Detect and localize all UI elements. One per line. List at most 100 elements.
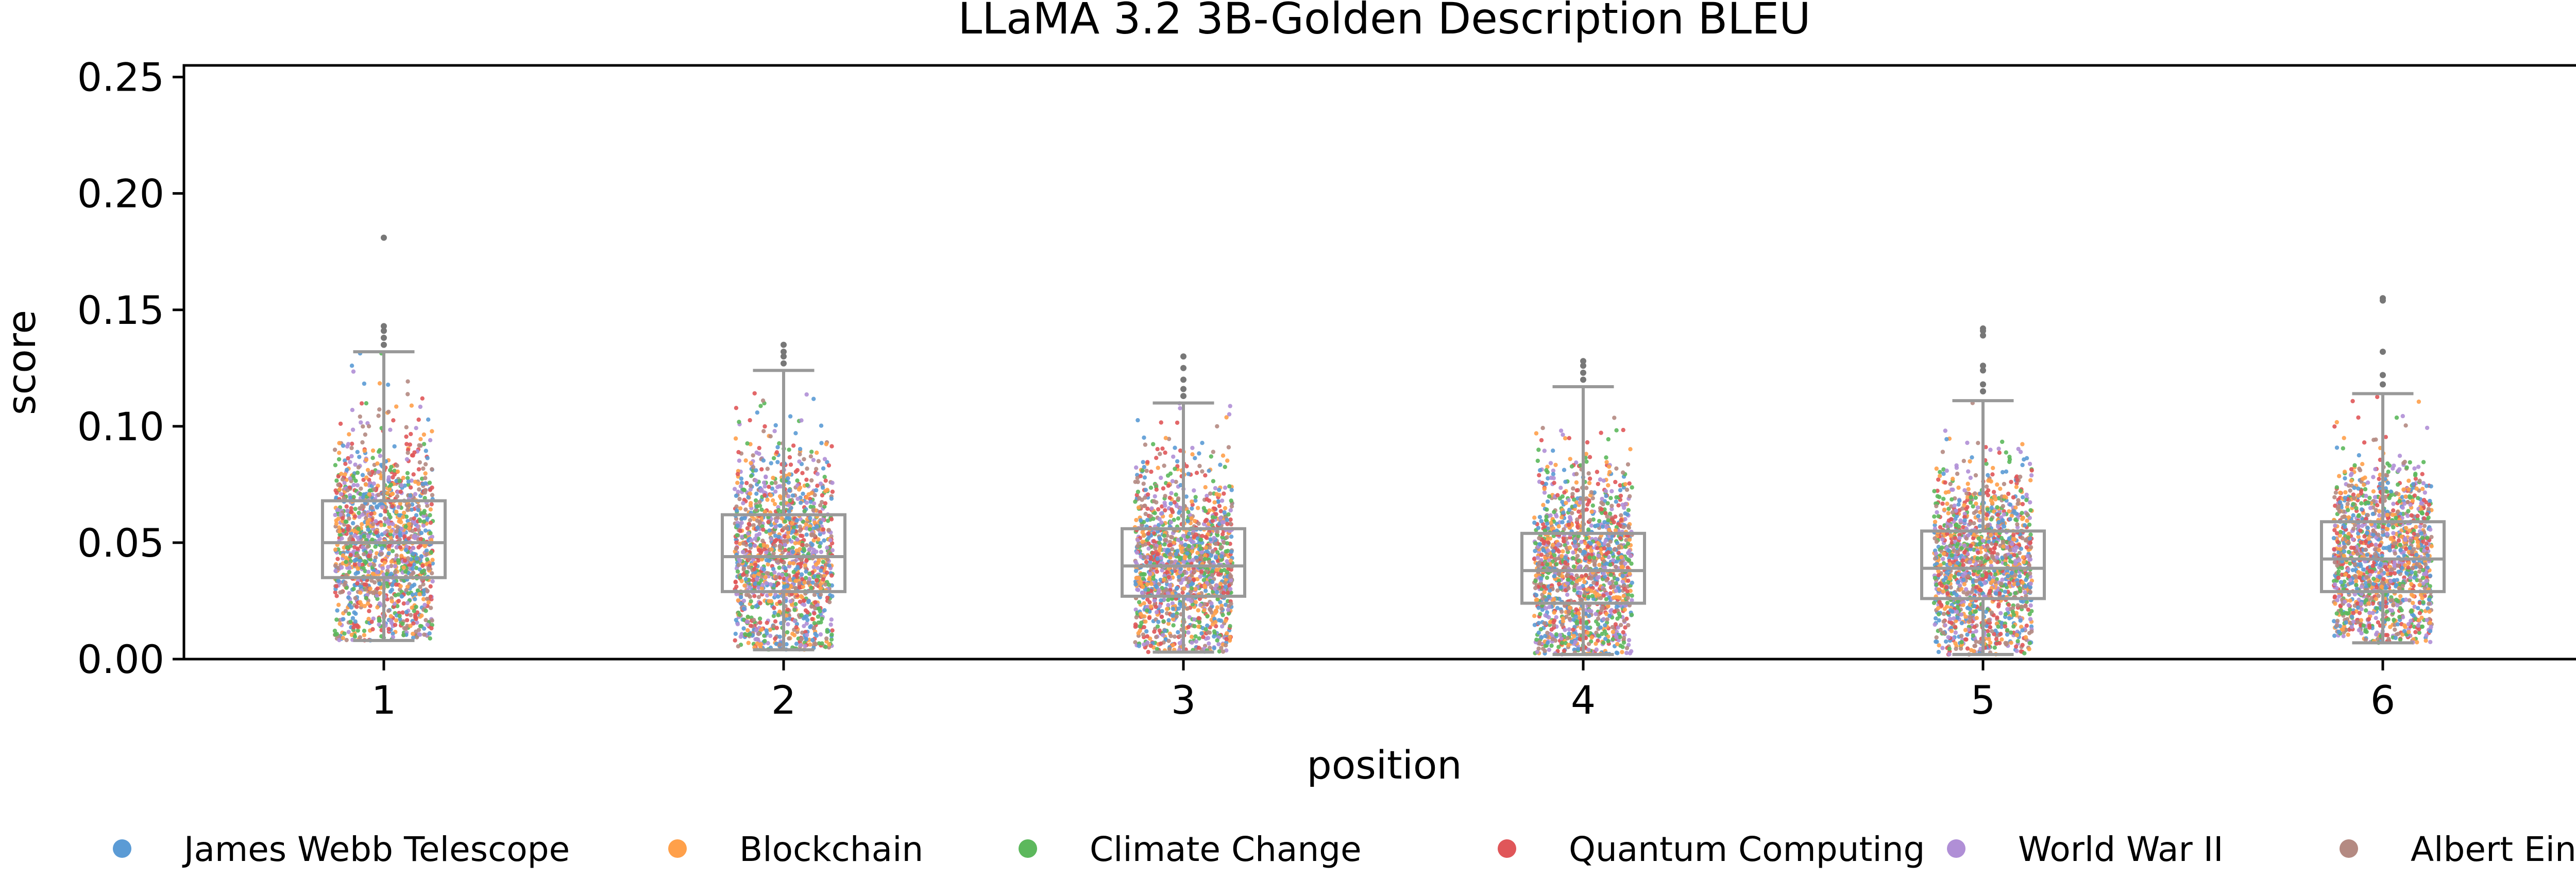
- data-point: [1156, 507, 1161, 512]
- data-point: [829, 517, 834, 522]
- data-point: [1197, 463, 1202, 469]
- data-point: [1213, 555, 1218, 560]
- data-point: [821, 577, 825, 582]
- data-point: [334, 632, 339, 636]
- data-point: [349, 506, 353, 511]
- data-point: [1181, 533, 1185, 538]
- data-point: [345, 545, 350, 550]
- data-point: [1554, 632, 1559, 637]
- data-point: [347, 591, 351, 596]
- data-point: [761, 567, 767, 572]
- data-point: [1180, 549, 1184, 554]
- data-point: [761, 429, 766, 434]
- data-point: [810, 542, 815, 547]
- data-point: [804, 495, 809, 500]
- data-point: [1551, 476, 1556, 480]
- data-point: [1171, 623, 1176, 628]
- data-point: [759, 467, 764, 472]
- data-point: [1176, 496, 1181, 501]
- data-point: [404, 425, 409, 429]
- data-point: [1223, 486, 1228, 490]
- data-point: [820, 485, 825, 490]
- data-point: [421, 523, 426, 528]
- data-point: [1601, 641, 1606, 645]
- data-point: [829, 444, 834, 448]
- data-point: [1176, 516, 1181, 521]
- data-point: [386, 609, 391, 613]
- data-point: [1220, 520, 1225, 525]
- data-point: [1168, 471, 1173, 476]
- data-point: [1179, 540, 1184, 545]
- data-point: [765, 467, 770, 471]
- data-point: [1136, 544, 1140, 548]
- data-point: [804, 543, 809, 548]
- data-point: [344, 556, 348, 560]
- data-point: [389, 492, 394, 496]
- data-point: [338, 492, 344, 496]
- data-point: [737, 420, 741, 424]
- data-point: [736, 644, 741, 649]
- data-point: [736, 563, 741, 567]
- data-point: [421, 442, 427, 446]
- data-point: [795, 468, 800, 473]
- data-point: [333, 547, 338, 552]
- data-point: [1155, 557, 1160, 561]
- data-point: [405, 600, 410, 606]
- data-point: [366, 616, 371, 622]
- data-point: [808, 516, 812, 521]
- category-group-2: [721, 341, 846, 652]
- data-point: [750, 605, 755, 610]
- data-point: [341, 617, 346, 622]
- data-point: [1168, 543, 1173, 547]
- data-point: [427, 480, 432, 485]
- data-point: [1158, 604, 1162, 609]
- data-point: [362, 381, 367, 386]
- data-point: [749, 538, 754, 543]
- data-point: [335, 608, 340, 613]
- data-point: [1547, 494, 1552, 499]
- data-point: [1159, 556, 1163, 560]
- data-point: [377, 407, 382, 412]
- data-point: [1143, 619, 1148, 624]
- data-point: [1190, 445, 1195, 451]
- data-point: [1163, 628, 1167, 633]
- data-point: [1193, 456, 1197, 460]
- data-point: [1173, 445, 1177, 450]
- data-point: [347, 537, 352, 541]
- data-point: [1211, 450, 1215, 454]
- data-point: [1223, 506, 1228, 511]
- data-point: [361, 545, 365, 550]
- data-point: [776, 594, 781, 599]
- data-point: [795, 496, 800, 501]
- data-point: [735, 569, 740, 574]
- data-point: [422, 602, 427, 607]
- data-point: [826, 582, 832, 587]
- data-point: [1199, 555, 1204, 560]
- data-point: [352, 558, 357, 563]
- data-point: [423, 609, 428, 613]
- data-point: [382, 516, 387, 521]
- data-point: [1193, 586, 1198, 592]
- data-point: [430, 561, 435, 566]
- data-point: [372, 558, 377, 563]
- data-point: [802, 457, 806, 461]
- data-point: [1210, 580, 1215, 584]
- data-point: [1166, 602, 1171, 608]
- data-point: [351, 482, 356, 488]
- data-point: [401, 510, 406, 515]
- data-point: [774, 519, 779, 524]
- data-point: [355, 623, 360, 628]
- data-point: [348, 460, 352, 464]
- data-point: [1163, 450, 1167, 455]
- data-point: [1145, 517, 1150, 523]
- data-point: [358, 414, 362, 419]
- data-point: [764, 550, 769, 555]
- data-point: [1224, 415, 1229, 420]
- data-point: [411, 534, 416, 539]
- data-point: [1578, 591, 1583, 596]
- data-point: [351, 521, 355, 526]
- data-point: [1537, 515, 1543, 520]
- data-point: [359, 420, 363, 425]
- data-point: [743, 458, 748, 463]
- data-point: [1621, 630, 1625, 635]
